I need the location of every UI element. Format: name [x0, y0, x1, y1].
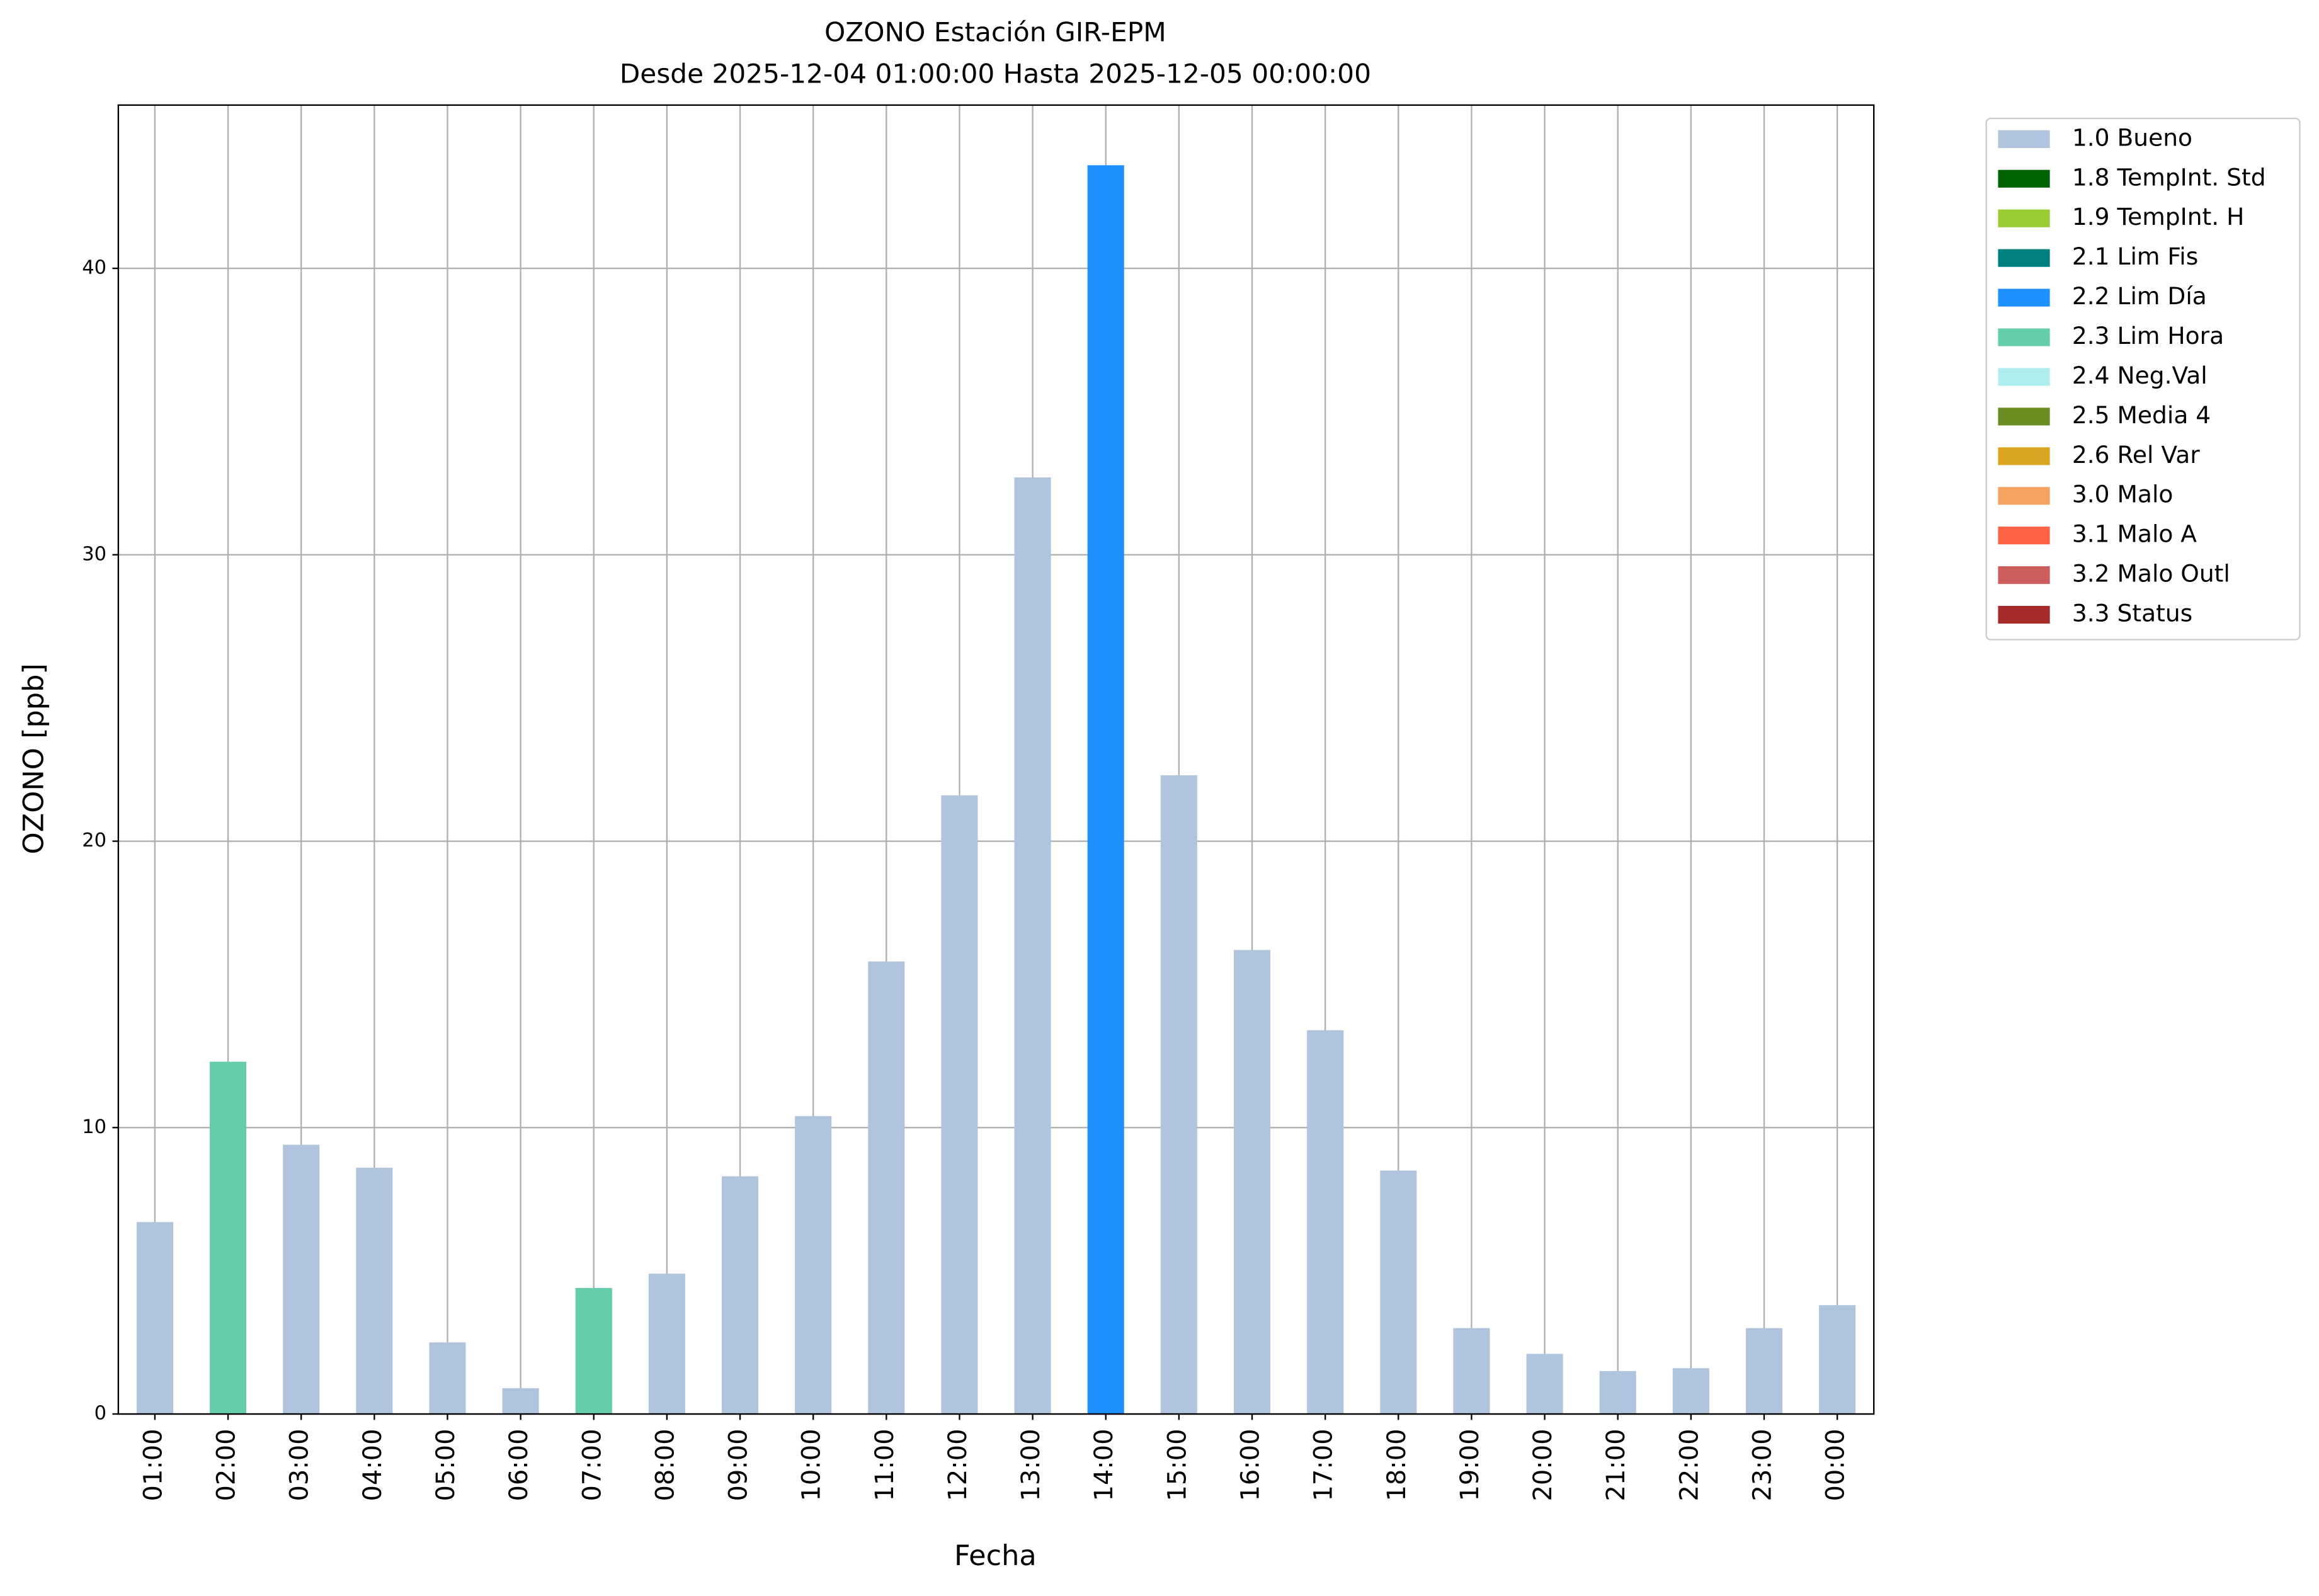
x-tick-label: 22:00	[1675, 1429, 1704, 1502]
chart-title: OZONO Estación GIR-EPM	[824, 17, 1166, 48]
legend-label: 2.1 Lim Fis	[2072, 242, 2198, 270]
legend-swatch	[1998, 249, 2050, 267]
legend-label: 2.5 Media 4	[2072, 401, 2211, 429]
legend-label: 3.3 Status	[2072, 600, 2192, 627]
legend-label: 3.1 Malo A	[2072, 520, 2197, 548]
plot-frame	[117, 104, 1875, 1415]
legend-swatch	[1998, 566, 2050, 584]
bar	[210, 1061, 247, 1415]
y-tick-label: 30	[82, 543, 106, 565]
bar	[283, 1144, 320, 1415]
legend-label: 2.6 Rel Var	[2072, 441, 2200, 469]
x-tick-label: 21:00	[1602, 1429, 1631, 1502]
y-tick-label: 0	[94, 1403, 106, 1425]
x-tick-label: 03:00	[285, 1429, 314, 1502]
bar	[575, 1287, 612, 1415]
legend-label: 1.9 TempInt. H	[2072, 203, 2245, 231]
legend-box	[1985, 117, 2301, 641]
x-tick-label: 23:00	[1748, 1429, 1777, 1502]
bar	[1233, 950, 1271, 1415]
legend-swatch	[1998, 169, 2050, 188]
x-tick-label: 14:00	[1090, 1429, 1119, 1502]
bar	[429, 1342, 466, 1415]
x-tick-label: 01:00	[139, 1429, 168, 1502]
legend-swatch	[1998, 368, 2050, 386]
legend-label: 1.0 Bueno	[2072, 123, 2192, 151]
legend-label: 2.3 Lim Hora	[2072, 322, 2224, 350]
x-tick-label: 18:00	[1382, 1429, 1411, 1502]
x-tick-label: 17:00	[1309, 1429, 1338, 1502]
bar	[941, 795, 978, 1415]
bar	[1380, 1170, 1417, 1415]
legend-swatch	[1998, 130, 2050, 148]
bar	[502, 1388, 539, 1415]
x-tick-label: 00:00	[1821, 1429, 1850, 1502]
legend-label: 2.2 Lim Día	[2072, 282, 2207, 310]
bar	[1453, 1328, 1490, 1415]
x-tick-label: 11:00	[870, 1429, 899, 1502]
bar	[868, 961, 905, 1415]
x-tick-label: 09:00	[724, 1429, 753, 1502]
legend-swatch	[1998, 288, 2050, 307]
x-tick-label: 02:00	[212, 1429, 241, 1502]
bar	[1745, 1328, 1783, 1415]
x-tick-label: 20:00	[1529, 1429, 1558, 1502]
x-axis-label: Fecha	[954, 1539, 1037, 1572]
x-tick-label: 13:00	[1017, 1429, 1046, 1502]
x-tick-label: 10:00	[797, 1429, 826, 1502]
legend-swatch	[1998, 527, 2050, 545]
legend-label: 3.2 Malo Outl	[2072, 560, 2230, 588]
y-tick-label: 40	[82, 257, 106, 279]
y-axis-label: OZONO [ppb]	[17, 663, 50, 854]
x-tick-label: 05:00	[431, 1429, 460, 1502]
legend-swatch	[1998, 408, 2050, 426]
bar	[1087, 165, 1124, 1415]
bar	[1526, 1354, 1563, 1415]
bar	[722, 1176, 759, 1415]
bar	[1160, 775, 1197, 1415]
x-tick-label: 15:00	[1163, 1429, 1192, 1502]
bar	[1014, 477, 1051, 1415]
x-tick-label: 16:00	[1236, 1429, 1265, 1502]
legend-label: 1.8 TempInt. Std	[2072, 163, 2266, 191]
bar	[1819, 1305, 1856, 1415]
legend-label: 3.0 Malo	[2072, 481, 2174, 508]
x-tick-label: 06:00	[504, 1429, 533, 1502]
bar	[795, 1116, 832, 1415]
bar	[136, 1222, 173, 1415]
bar	[1307, 1030, 1344, 1415]
legend-swatch	[1998, 209, 2050, 227]
legend-swatch	[1998, 447, 2050, 465]
x-tick-label: 19:00	[1456, 1429, 1484, 1502]
bar	[648, 1274, 685, 1415]
legend-swatch	[1998, 605, 2050, 624]
x-tick-label: 07:00	[578, 1429, 607, 1502]
x-tick-label: 08:00	[651, 1429, 680, 1502]
bar	[1672, 1368, 1709, 1415]
legend-swatch	[1998, 487, 2050, 505]
bar	[1599, 1371, 1636, 1415]
y-tick-label: 20	[82, 829, 106, 852]
chart-subtitle: Desde 2025-12-04 01:00:00 Hasta 2025-12-…	[620, 58, 1371, 89]
x-tick-label: 12:00	[943, 1429, 972, 1502]
legend-label: 2.4 Neg.Val	[2072, 362, 2208, 389]
legend-swatch	[1998, 328, 2050, 346]
bar	[356, 1167, 393, 1415]
y-tick-label: 10	[82, 1116, 106, 1138]
x-tick-label: 04:00	[358, 1429, 387, 1502]
